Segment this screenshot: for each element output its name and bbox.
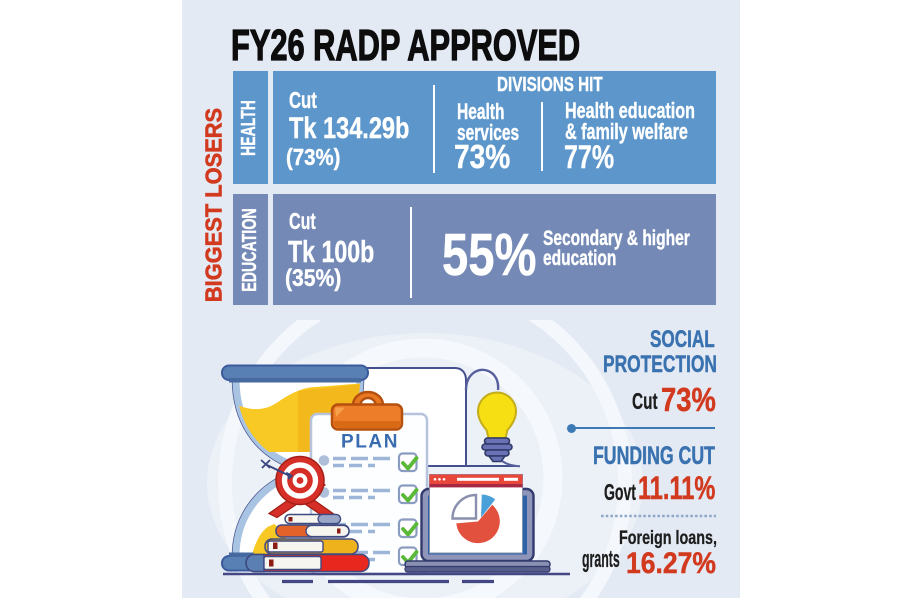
svg-text:PLAN: PLAN [341, 432, 399, 453]
